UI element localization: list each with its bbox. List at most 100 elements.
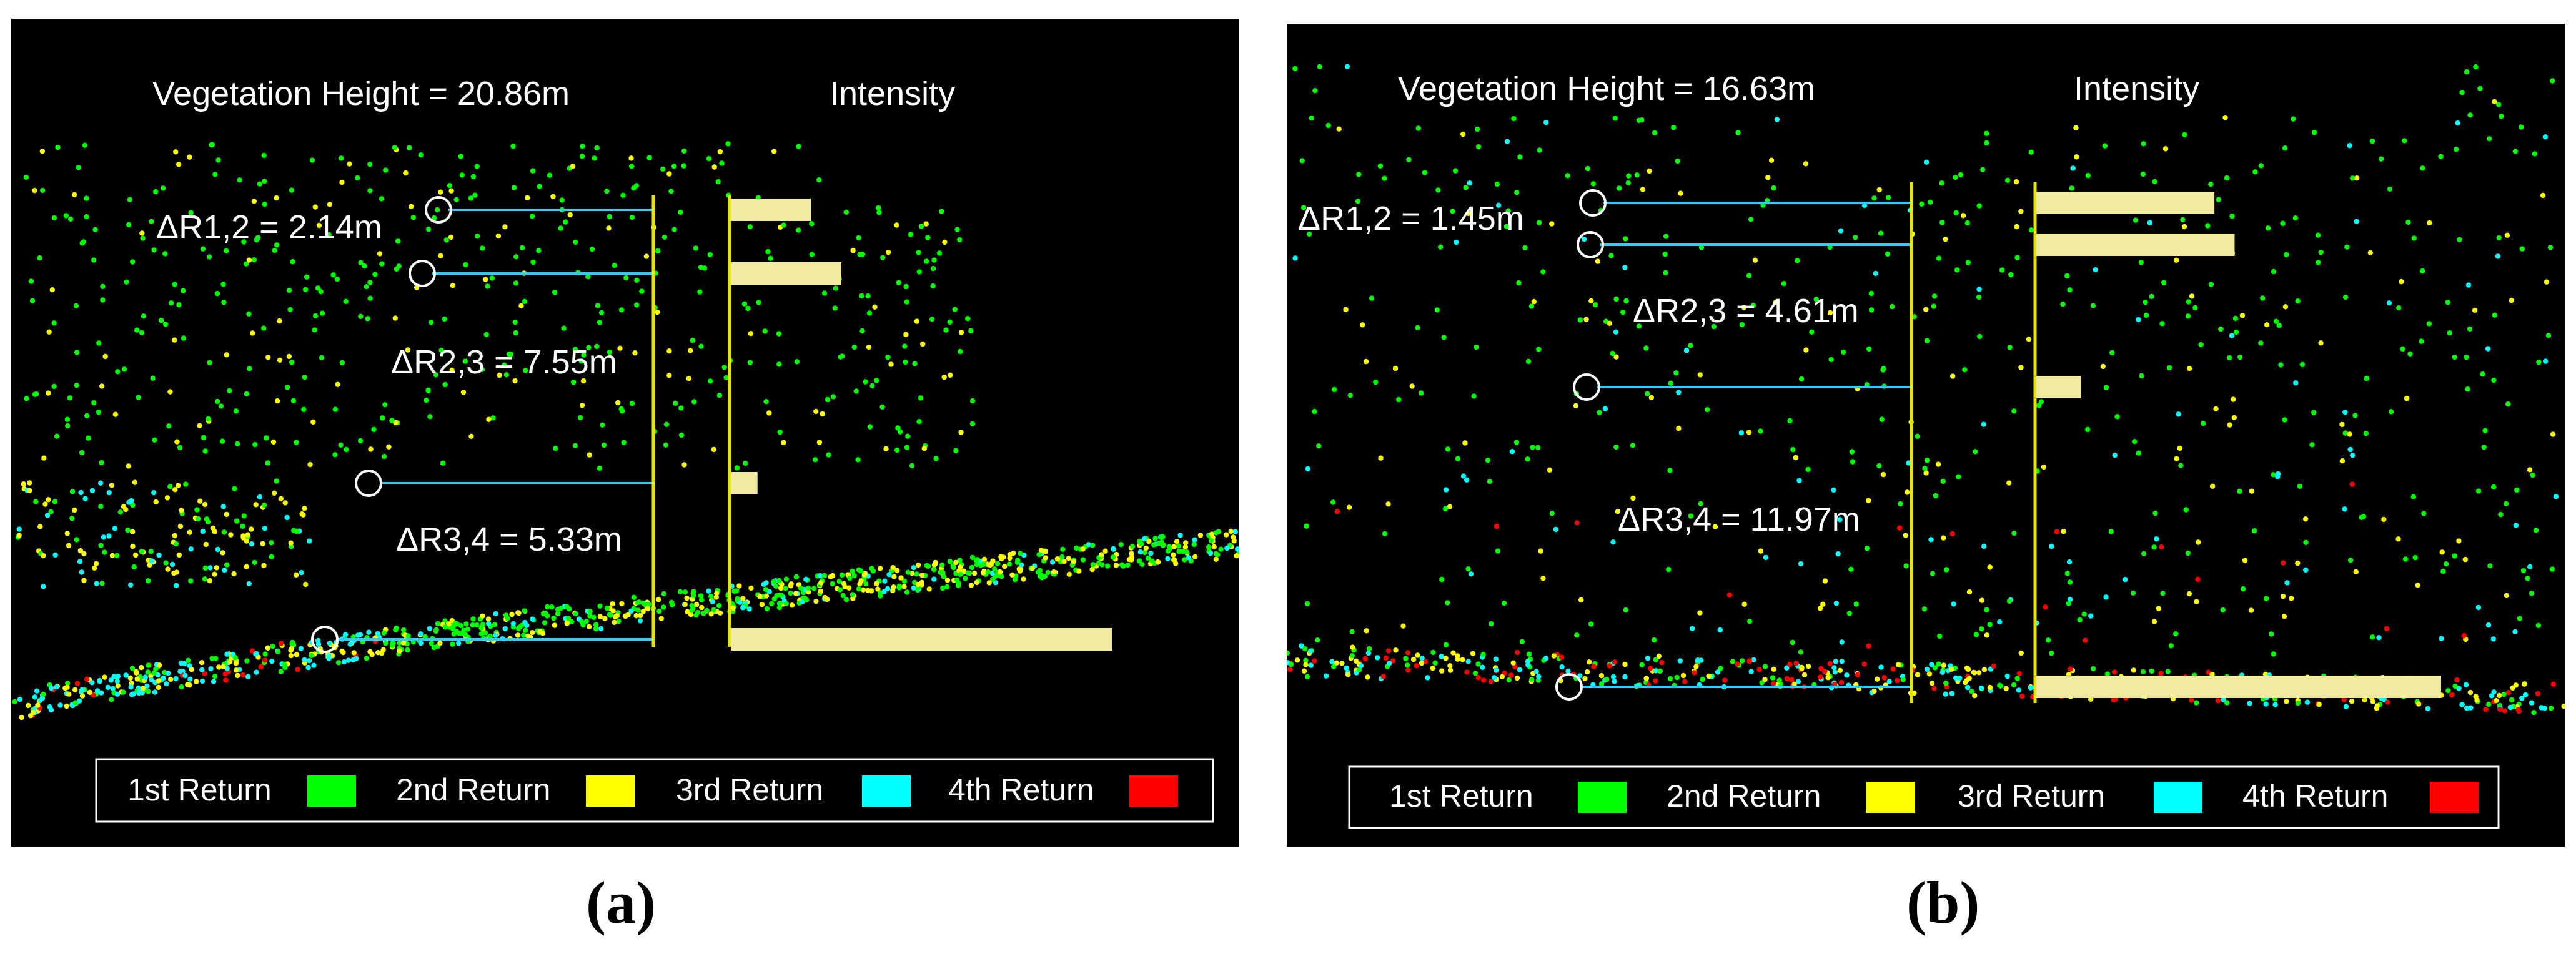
ground-return-point <box>220 664 226 669</box>
return-point <box>2282 145 2288 151</box>
ground-return-point <box>1844 672 1850 678</box>
ground-return-point <box>865 588 871 593</box>
return-point <box>2273 318 2279 324</box>
ground-return-point <box>199 678 206 684</box>
ground-return-point <box>1612 679 1617 684</box>
ground-return-point <box>244 658 250 664</box>
return-point <box>2263 596 2269 601</box>
return-point <box>2133 217 2138 223</box>
return-point <box>1999 267 2005 273</box>
second-return-point <box>948 372 953 378</box>
first-return-point <box>309 157 315 163</box>
panel-b: Vegetation Height = 16.63m Intensity ΔR1… <box>1287 24 2565 847</box>
return-point <box>2439 636 2444 641</box>
ground-return-point <box>470 616 476 622</box>
return-point <box>1422 170 1427 175</box>
return-point <box>2439 549 2445 555</box>
first-return-point <box>434 207 440 213</box>
return-point <box>1363 358 1369 365</box>
second-return-point <box>339 179 345 185</box>
return-point <box>1758 428 1763 434</box>
return-point <box>220 550 225 556</box>
second-return-point <box>942 239 948 245</box>
return-point <box>1876 187 1882 193</box>
return-point <box>1666 566 1672 573</box>
first-return-point <box>513 254 519 260</box>
return-point <box>203 541 209 548</box>
ground-return-point <box>1197 533 1204 538</box>
ground-return-point <box>364 656 369 661</box>
first-return-point <box>725 141 731 147</box>
return-point <box>1663 234 1669 239</box>
return-point <box>2064 571 2070 576</box>
first-return-point <box>371 426 377 433</box>
ground-return-point <box>1171 552 1176 558</box>
ground-return-point <box>1929 681 1935 686</box>
first-return-point <box>319 355 325 360</box>
ground-return-point <box>480 613 485 619</box>
ground-return-point <box>881 589 887 595</box>
return-point <box>2465 282 2472 288</box>
return-point <box>1543 119 1549 125</box>
second-return-point <box>46 390 51 396</box>
return-point <box>1325 122 1331 129</box>
first-return-point <box>826 452 831 458</box>
return-point <box>2350 175 2356 181</box>
return-point <box>2049 543 2054 549</box>
first-return-point <box>646 155 652 160</box>
return-point <box>249 526 254 532</box>
ground-return-point <box>1832 669 1838 675</box>
ground-return-point <box>305 664 311 671</box>
first-return-point <box>141 313 146 319</box>
first-return-point <box>474 234 480 239</box>
return-point <box>1626 173 1632 179</box>
ground-return-point <box>1183 540 1189 546</box>
legend-fourth-return-swatch <box>1129 775 1178 807</box>
ground-return-point <box>405 647 410 653</box>
ground-return-point <box>394 625 399 631</box>
ground-return-point <box>128 684 134 690</box>
return-point <box>1683 347 1690 353</box>
second-return-point <box>274 398 280 404</box>
ground-return-point <box>47 704 52 710</box>
return-point <box>2088 613 2094 619</box>
ground-return-point <box>1086 542 1092 548</box>
second-return-point <box>958 330 964 335</box>
return-point <box>2011 408 2017 414</box>
ground-return-point <box>989 577 996 583</box>
return-point <box>187 529 192 535</box>
ground-return-point <box>616 618 622 624</box>
ground-return-point <box>1622 661 1628 667</box>
second-return-point <box>99 383 105 389</box>
return-point <box>2186 366 2192 371</box>
first-return-point <box>462 358 468 364</box>
ground-return-point <box>1166 544 1172 549</box>
ground-return-point <box>2165 669 2171 674</box>
ground-return-point <box>525 633 531 639</box>
ground-return-point <box>1080 557 1086 563</box>
first-return-point <box>969 421 976 426</box>
delta-r12-label: ΔR1,2 = 1.45m <box>1298 200 1524 237</box>
return-point <box>1613 444 1619 450</box>
ground-return-point <box>1017 568 1023 574</box>
return-point <box>132 479 138 485</box>
return-point <box>2402 138 2407 144</box>
ground-return-point <box>931 576 937 582</box>
return-point <box>2136 450 2142 456</box>
return-point <box>2282 417 2287 423</box>
first-return-point <box>655 248 661 254</box>
return-point <box>2284 580 2290 586</box>
return-point <box>1438 244 1444 250</box>
first-return-point <box>572 443 578 448</box>
ground-return-point <box>1612 659 1617 665</box>
ground-return-point <box>1110 554 1116 560</box>
first-return-point <box>483 332 489 337</box>
first-return-point <box>833 285 839 291</box>
return-point <box>2231 415 2237 421</box>
return-point <box>2542 358 2549 364</box>
ground-return-point <box>1234 553 1239 559</box>
return-point <box>2485 622 2492 628</box>
ground-return-point <box>933 559 938 566</box>
ground-return-point <box>691 593 696 599</box>
ground-return-point <box>635 599 640 606</box>
